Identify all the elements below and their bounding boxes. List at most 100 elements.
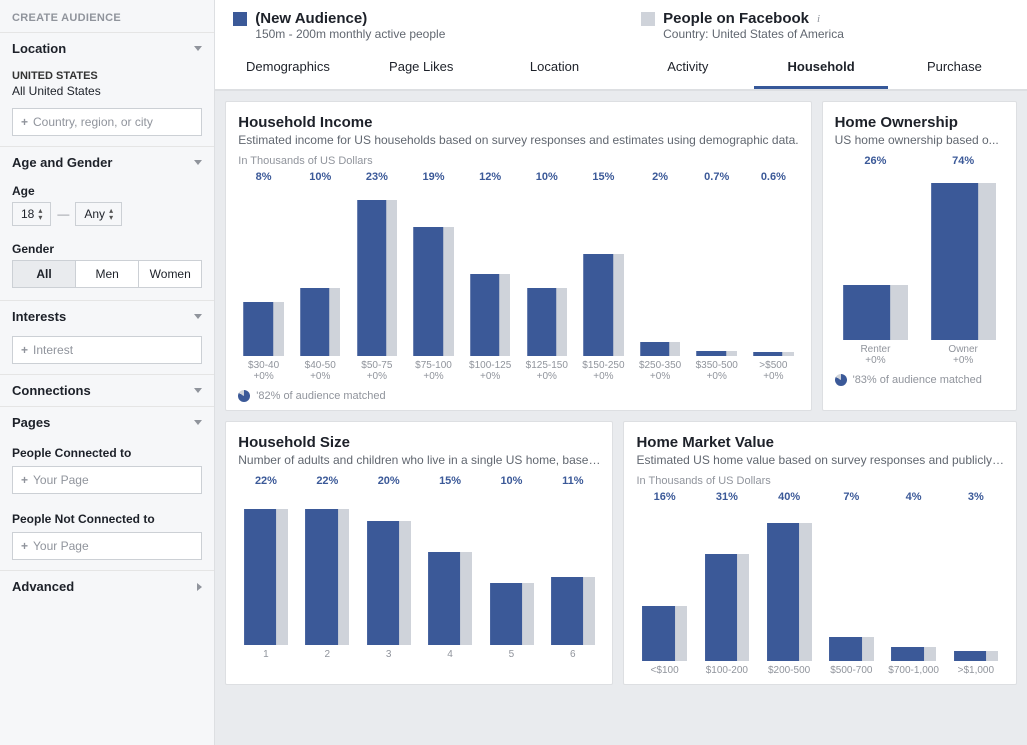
bar-column: 22%2	[300, 475, 355, 660]
pie-icon	[835, 374, 847, 386]
bar-category-label: $150-250	[582, 360, 624, 371]
bar-category-label: 3	[386, 649, 392, 660]
age-from-select[interactable]: 18 ▴▾	[12, 202, 51, 226]
bar-percent-label: 74%	[952, 155, 974, 167]
bar-percent-label: 15%	[439, 475, 461, 487]
bar-wrap	[238, 490, 293, 645]
tab-location[interactable]: Location	[488, 47, 621, 89]
bar-delta-label: +0%	[763, 371, 783, 382]
accordion-label: Age and Gender	[12, 155, 112, 170]
bar-audience	[428, 552, 460, 645]
chart-market: 16%<$10031%$100-20040%$200-5007%$500-700…	[636, 491, 1004, 676]
bar-category-label: $100-125	[469, 360, 511, 371]
bar-delta-label: +0%	[707, 371, 727, 382]
bar-category-label: 6	[570, 649, 576, 660]
pages-connected-input[interactable]: + Your Page	[12, 466, 202, 494]
accordion-label: Connections	[12, 383, 91, 398]
card-title: Home Market Value	[636, 434, 1004, 451]
bar-percent-label: 40%	[778, 491, 800, 503]
card-household-income: Household Income Estimated income for US…	[225, 101, 811, 411]
bar-audience	[300, 288, 329, 356]
legend-swatch-secondary	[641, 12, 655, 26]
bar-wrap	[748, 186, 799, 356]
bar-category-label: $200-500	[768, 665, 810, 676]
bar-category-label: $40-50	[305, 360, 336, 371]
info-icon[interactable]: i	[817, 13, 820, 25]
accordion-advanced[interactable]: Advanced	[0, 570, 214, 602]
bar-wrap	[521, 186, 572, 356]
bar-wrap	[636, 506, 692, 661]
unit-label: In Thousands of US Dollars	[238, 155, 798, 167]
accordion-age-gender[interactable]: Age and Gender	[0, 146, 214, 178]
legend-audience: (New Audience) 150m - 200m monthly activ…	[233, 10, 601, 41]
age-to-select[interactable]: Any ▴▾	[75, 202, 122, 226]
bar-wrap	[422, 490, 477, 645]
bar-percent-label: 10%	[500, 475, 522, 487]
bar-audience	[891, 647, 924, 661]
tab-household[interactable]: Household	[754, 47, 887, 89]
location-country-value: All United States	[0, 84, 214, 104]
bar-percent-label: 15%	[592, 171, 614, 183]
bar-category-label: $700-1,000	[888, 665, 939, 676]
card-home-ownership: Home Ownership US home ownership based o…	[822, 101, 1017, 411]
chevron-right-icon	[197, 583, 202, 591]
location-input[interactable]: + Country, region, or city	[12, 108, 202, 136]
chart-ownership: 26%Renter+0%74%Owner+0%	[835, 155, 1004, 366]
bar-column: 22%1	[238, 475, 293, 660]
pie-icon	[238, 390, 250, 402]
bar-percent-label: 2%	[652, 171, 668, 183]
tabs: DemographicsPage LikesLocationActivityHo…	[215, 47, 1027, 90]
bar-audience	[753, 352, 782, 356]
tab-demographics[interactable]: Demographics	[221, 47, 354, 89]
plus-icon: +	[21, 539, 28, 553]
chevron-down-icon	[194, 46, 202, 51]
gender-toggle: AllMenWomen	[0, 260, 214, 300]
accordion-label: Location	[12, 41, 66, 56]
plus-icon: +	[21, 473, 28, 487]
bar-delta-label: +0%	[593, 371, 613, 382]
bar-audience	[551, 577, 583, 645]
accordion-connections[interactable]: Connections	[0, 374, 214, 406]
bar-audience	[527, 288, 556, 356]
bar-column: 2%$250-350+0%	[635, 171, 686, 382]
tab-activity[interactable]: Activity	[621, 47, 754, 89]
bar-wrap	[635, 186, 686, 356]
chevron-down-icon	[194, 160, 202, 165]
accordion-pages[interactable]: Pages	[0, 406, 214, 438]
interests-input[interactable]: + Interest	[12, 336, 202, 364]
accordion-label: Advanced	[12, 579, 74, 594]
bar-category-label: $350-500	[696, 360, 738, 371]
bar-wrap	[922, 170, 1004, 340]
bar-category-label: 2	[325, 649, 331, 660]
bar-column: 74%Owner+0%	[922, 155, 1004, 366]
bar-wrap	[484, 490, 539, 645]
bar-category-label: $125-150	[526, 360, 568, 371]
bar-column: 7%$500-700	[823, 491, 879, 676]
bar-delta-label: +0%	[423, 371, 443, 382]
gender-label: Gender	[0, 236, 214, 260]
bar-delta-label: +0%	[367, 371, 387, 382]
bar-percent-label: 0.7%	[704, 171, 729, 183]
pages-not-connected-input[interactable]: + Your Page	[12, 532, 202, 560]
bar-percent-label: 7%	[843, 491, 859, 503]
bar-category-label: $50-75	[361, 360, 392, 371]
bar-wrap	[295, 186, 346, 356]
tab-purchase[interactable]: Purchase	[888, 47, 1021, 89]
bar-audience	[954, 651, 987, 661]
legend-audience-title: (New Audience)	[255, 10, 367, 27]
updown-icon: ▴▾	[38, 207, 42, 221]
accordion-interests[interactable]: Interests	[0, 300, 214, 332]
gender-button-men[interactable]: Men	[76, 260, 139, 288]
bar-percent-label: 20%	[378, 475, 400, 487]
accordion-location[interactable]: Location	[0, 32, 214, 64]
chart-income: 8%$30-40+0%10%$40-50+0%23%$50-75+0%19%$7…	[238, 171, 798, 382]
bar-audience	[305, 509, 337, 645]
gender-button-women[interactable]: Women	[139, 260, 202, 288]
bar-audience	[640, 342, 669, 356]
bar-wrap	[238, 186, 289, 356]
tab-page-likes[interactable]: Page Likes	[355, 47, 488, 89]
bar-wrap	[352, 186, 403, 356]
bar-column: 3%>$1,000	[948, 491, 1004, 676]
bar-wrap	[361, 490, 416, 645]
gender-button-all[interactable]: All	[12, 260, 76, 288]
